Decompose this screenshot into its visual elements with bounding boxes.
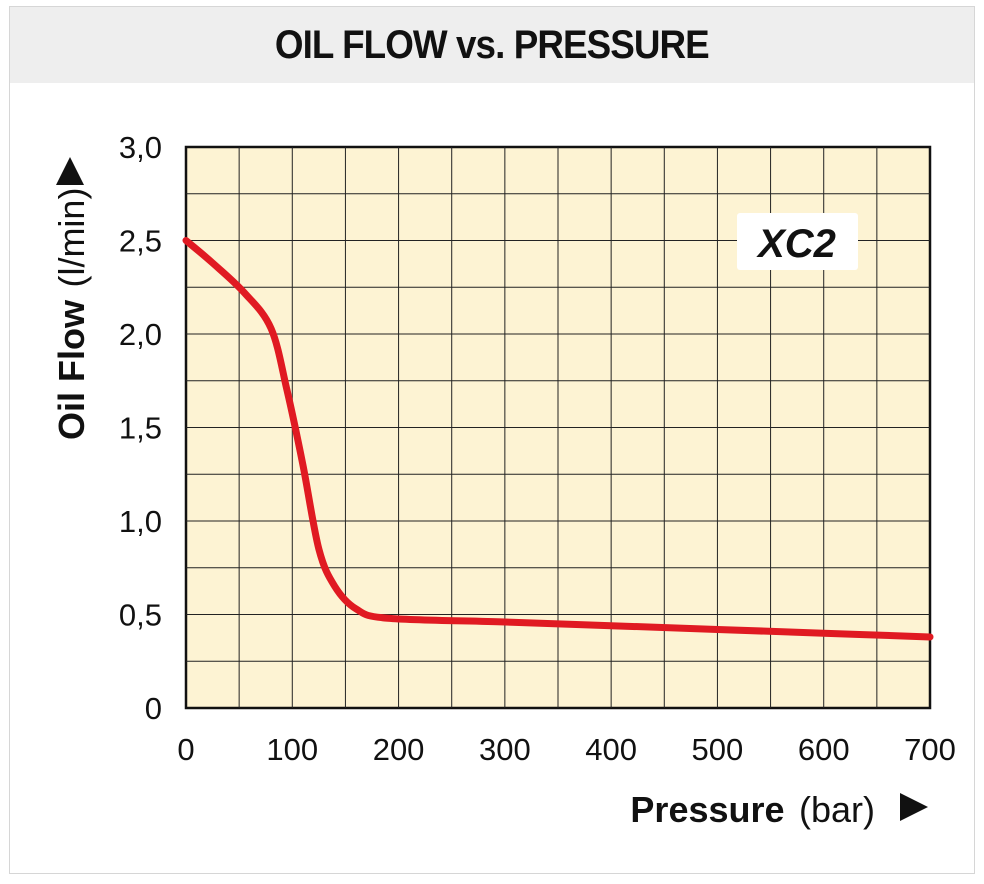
x-axis-unit: (bar) (799, 789, 875, 830)
grid-lines (186, 147, 930, 708)
x-tick-label: 300 (479, 732, 531, 767)
x-axis-title: Pressure (630, 789, 784, 830)
x-tick-label: 200 (373, 732, 425, 767)
series-line-xc2 (182, 237, 934, 641)
x-tick-label: 500 (692, 732, 744, 767)
y-tick-labels: 0 0,5 1,0 1,5 2,0 2,5 3,0 (119, 130, 162, 726)
svg-text:Oil Flow (l/min): Oil Flow (l/min) (51, 188, 92, 440)
svg-text:Pressure (bar): Pressure (bar) (630, 789, 875, 830)
y-axis-unit: (l/min) (51, 188, 92, 288)
y-tick-label: 1,0 (119, 504, 162, 539)
y-axis-label: Oil Flow (l/min) (51, 157, 92, 440)
x-tick-labels: 0 100 200 300 400 500 600 700 (177, 732, 955, 767)
x-axis-label: Pressure (bar) (630, 789, 928, 830)
y-tick-label: 0,5 (119, 598, 162, 633)
series-label-box: XC2 (737, 213, 858, 270)
y-axis-arrow-icon (56, 157, 84, 185)
y-tick-label: 3,0 (119, 130, 162, 165)
x-tick-label: 0 (177, 732, 194, 767)
x-tick-label: 700 (904, 732, 956, 767)
y-axis-title: Oil Flow (51, 299, 92, 440)
x-tick-label: 400 (585, 732, 637, 767)
y-tick-label: 1,5 (119, 411, 162, 446)
y-tick-label: 2,5 (119, 224, 162, 259)
series-label: XC2 (756, 222, 836, 266)
chart-title: OIL FLOW vs. PRESSURE (275, 22, 710, 67)
y-tick-label: 2,0 (119, 317, 162, 352)
x-axis-arrow-icon (900, 793, 928, 821)
title-bar: OIL FLOW vs. PRESSURE (10, 7, 974, 83)
x-tick-label: 100 (266, 732, 318, 767)
x-tick-label: 600 (798, 732, 850, 767)
y-tick-label: 0 (145, 691, 162, 726)
